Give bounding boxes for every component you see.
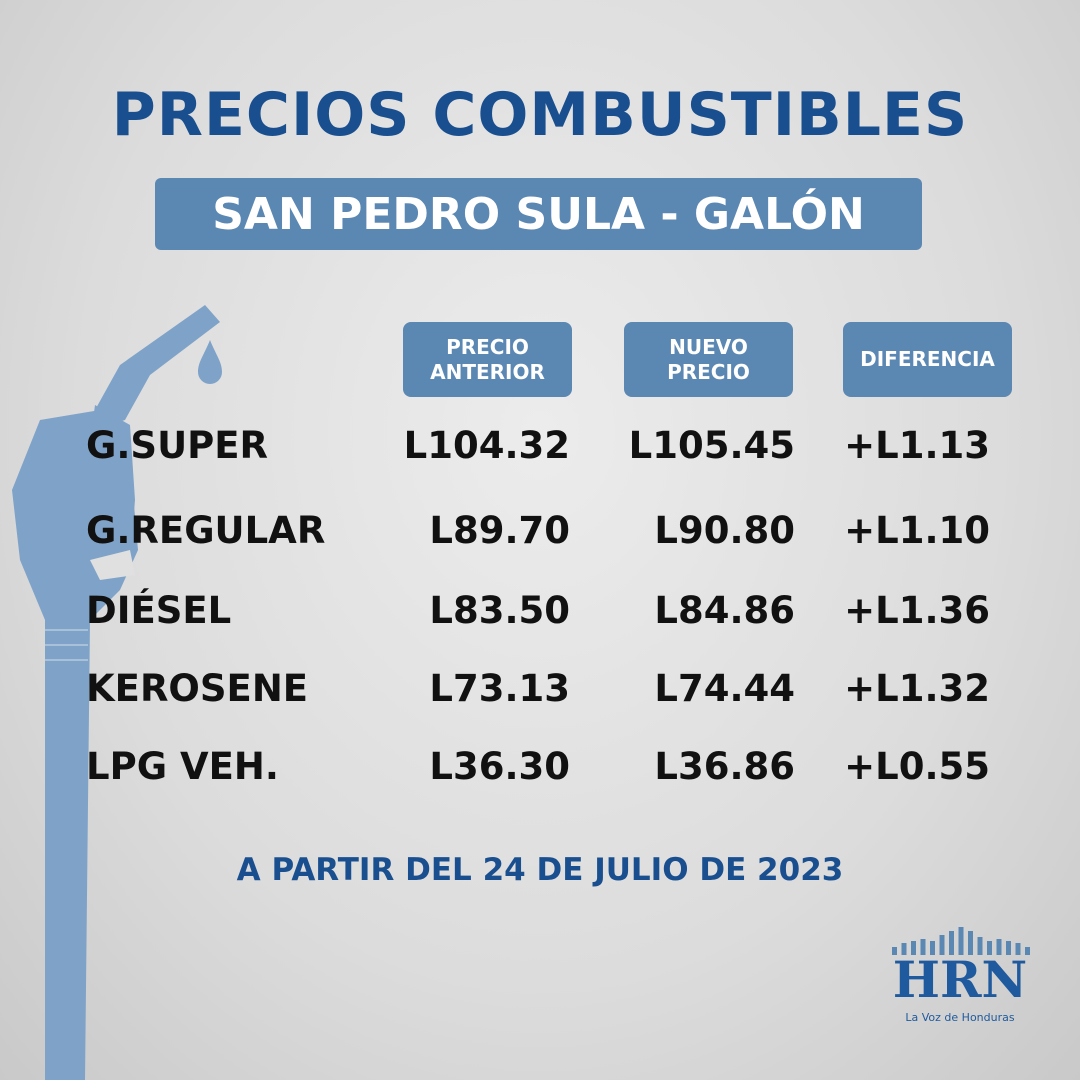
- new-price: L84.86: [654, 589, 795, 632]
- price-difference: +L1.13: [844, 424, 990, 467]
- logo-bar: [920, 939, 926, 955]
- svg-text:HRN: HRN: [893, 950, 1028, 1009]
- logo-bar: [1015, 943, 1021, 955]
- new-price: L74.44: [654, 667, 795, 710]
- previous-price: L73.13: [429, 667, 570, 710]
- previous-price: L104.32: [403, 424, 570, 467]
- new-price: L105.45: [628, 424, 795, 467]
- price-difference: +L1.32: [844, 667, 990, 710]
- logo-bar: [968, 931, 973, 955]
- logo-bar: [958, 927, 964, 955]
- fuel-nozzle-icon: [12, 305, 222, 1080]
- logo-bar: [901, 943, 907, 955]
- price-difference: +L1.36: [844, 589, 990, 632]
- header-previous-price: PRECIO ANTERIOR: [403, 322, 572, 397]
- table-row: G.SUPER L104.32 L105.45 +L1.13: [0, 424, 1080, 474]
- logo-bar: [977, 937, 983, 955]
- fuel-name: G.SUPER: [86, 424, 269, 467]
- logo-bar: [1025, 947, 1030, 955]
- table-row: KEROSENE L73.13 L74.44 +L1.32: [0, 667, 1080, 717]
- fuel-name: DIÉSEL: [86, 589, 232, 632]
- new-price: L36.86: [654, 745, 795, 788]
- table-row: G.REGULAR L89.70 L90.80 +L1.10: [0, 509, 1080, 559]
- fuel-name: KEROSENE: [86, 667, 309, 710]
- page-title: PRECIOS COMBUSTIBLES: [111, 80, 969, 150]
- fuel-name: G.REGULAR: [86, 509, 326, 552]
- header-new-price: NUEVO PRECIO: [624, 322, 793, 397]
- table-row: LPG VEH. L36.30 L36.86 +L0.55: [0, 745, 1080, 795]
- logo-bar: [911, 941, 916, 955]
- hrn-logo: HRN La Voz de Honduras: [892, 927, 1030, 1024]
- logo-bar: [930, 941, 935, 955]
- table-row: DIÉSEL L83.50 L84.86 +L1.36: [0, 589, 1080, 639]
- subtitle-banner: SAN PEDRO SULA - GALÓN: [155, 178, 922, 250]
- previous-price: L83.50: [429, 589, 570, 632]
- logo-bar: [996, 939, 1002, 955]
- logo-bar: [1006, 941, 1011, 955]
- logo-bar: [892, 947, 897, 955]
- logo-bar: [949, 931, 954, 955]
- price-difference: +L0.55: [844, 745, 990, 788]
- logo-bar: [939, 935, 945, 955]
- effective-date: A PARTIR DEL 24 DE JULIO DE 2023: [236, 852, 844, 888]
- svg-text:La Voz de Honduras: La Voz de Honduras: [905, 1011, 1014, 1024]
- new-price: L90.80: [654, 509, 795, 552]
- price-difference: +L1.10: [844, 509, 990, 552]
- fuel-name: LPG VEH.: [86, 745, 279, 788]
- previous-price: L89.70: [429, 509, 570, 552]
- logo-bar: [987, 941, 992, 955]
- header-difference: DIFERENCIA: [843, 322, 1012, 397]
- previous-price: L36.30: [429, 745, 570, 788]
